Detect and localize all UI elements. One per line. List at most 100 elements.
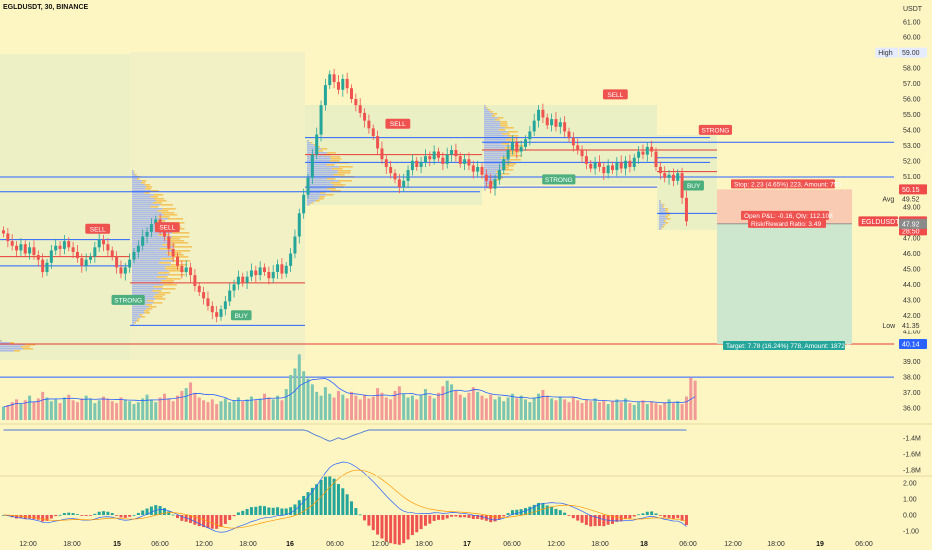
profile-bar (132, 218, 168, 220)
profile-bar (307, 158, 332, 160)
candle-body (654, 151, 658, 167)
profile-bar (160, 204, 173, 206)
macd-histogram-bar (384, 515, 388, 542)
volume-bar (615, 399, 619, 420)
volume-bar (167, 398, 171, 420)
profile-bar (666, 212, 670, 214)
candle-body (350, 88, 353, 99)
macd-histogram-bar (149, 506, 153, 515)
candle-body (437, 151, 440, 158)
volume-bar (463, 397, 467, 420)
target-zone (717, 223, 852, 345)
profile-bar (132, 310, 145, 312)
price-tag-value: 50.15 (902, 187, 920, 194)
profile-bar (156, 276, 168, 278)
profile-bar (20, 346, 30, 348)
macd-histogram-bar (123, 515, 127, 518)
profile-bar (150, 190, 159, 192)
profile-bar (484, 159, 510, 161)
macd-histogram-bar (141, 510, 145, 515)
macd-histogram-bar (645, 511, 649, 515)
profile-bar (326, 164, 335, 166)
candle-body (624, 160, 628, 169)
volume-bar (371, 396, 375, 420)
profile-bar (307, 174, 334, 176)
candle-body (584, 156, 588, 164)
volume-bar (93, 403, 97, 420)
macd-histogram-bar (119, 515, 123, 518)
signal-label: STRONG (545, 177, 573, 184)
macd-histogram-bar (380, 515, 384, 539)
profile-bar (333, 174, 345, 176)
profile-bar (132, 250, 173, 252)
macd-histogram-bar (315, 484, 319, 515)
profile-bar (132, 206, 151, 208)
volume-bar (115, 403, 119, 420)
signal-buy (230, 310, 252, 321)
profile-bar (135, 174, 137, 176)
price-axis[interactable]: USDT 61.00 60.00 59.00 58.00 57.00 56.00 55.00 5… (0, 6, 932, 536)
profile-bar (487, 187, 490, 189)
profile-bar (132, 314, 140, 316)
profile-bar (1, 340, 2, 342)
profile-bar (339, 166, 353, 168)
macd-histogram-bar (393, 515, 397, 545)
macd-histogram-bar (571, 515, 575, 519)
macd-histogram-bar (406, 515, 410, 540)
profile-bar (485, 105, 486, 107)
obv-tick: -1.6M (903, 452, 921, 459)
profile-bar (132, 322, 135, 324)
candle-body (558, 122, 562, 127)
candle-body (36, 255, 40, 260)
macd-histogram-bar (589, 515, 593, 527)
volume-bar (197, 397, 201, 420)
candle-body (441, 157, 445, 164)
candle-body (423, 156, 427, 163)
profile-bar (132, 214, 164, 216)
profile-bar (132, 248, 160, 250)
macd-histogram-bar (258, 505, 262, 515)
time-axis[interactable]: 12:00 18:00 15 06:00 12:00 18:00 16 06:00 12:00 1… (19, 541, 873, 548)
profile-bar (307, 202, 312, 204)
profile-bar (484, 129, 499, 131)
macd-histogram-bar (671, 515, 675, 519)
volume-bar (423, 389, 427, 420)
price-tag-box (899, 320, 927, 331)
position-tool[interactable]: Stop: 2.23 (4.65%) 223, Amount: 750 Open … (717, 179, 852, 351)
price-tag-value: 49.52 (902, 197, 920, 204)
candle-body (632, 157, 636, 167)
volume-bar (471, 387, 475, 420)
profile-bar (311, 202, 314, 204)
profile-bar (660, 228, 662, 230)
volume-bar (467, 392, 471, 420)
price-tick: 57.00 (903, 81, 921, 88)
profile-bar (142, 180, 147, 182)
profile-bar (132, 276, 157, 278)
macd-histogram-bar (2, 515, 5, 516)
candle-body (115, 256, 119, 268)
candle-body (615, 162, 619, 171)
profile-bar (163, 284, 177, 286)
candle-body (471, 165, 475, 172)
volume-bar (180, 390, 184, 420)
price-tick: 39.00 (903, 359, 921, 366)
signal-labels: SELL SELL STRONG BUY SELL STRONG SELL STRONG BUY (85, 89, 732, 321)
profile-bar (484, 117, 498, 119)
volume-bar (584, 399, 588, 420)
candle-body (402, 180, 406, 188)
time-tick: 06:00 (855, 541, 873, 548)
candle-body (132, 251, 136, 260)
volume-bar (58, 403, 62, 420)
volume-bar (232, 400, 236, 420)
profile-bar (161, 258, 174, 260)
profile-bar (155, 298, 166, 300)
candle-body (667, 174, 671, 178)
profile-bar (307, 148, 322, 150)
candle-body (528, 131, 532, 140)
profile-bar (132, 274, 170, 276)
candle-body (458, 156, 462, 164)
volume-bar (184, 388, 188, 420)
volume-bar (67, 394, 71, 420)
profile-bar (484, 189, 486, 191)
